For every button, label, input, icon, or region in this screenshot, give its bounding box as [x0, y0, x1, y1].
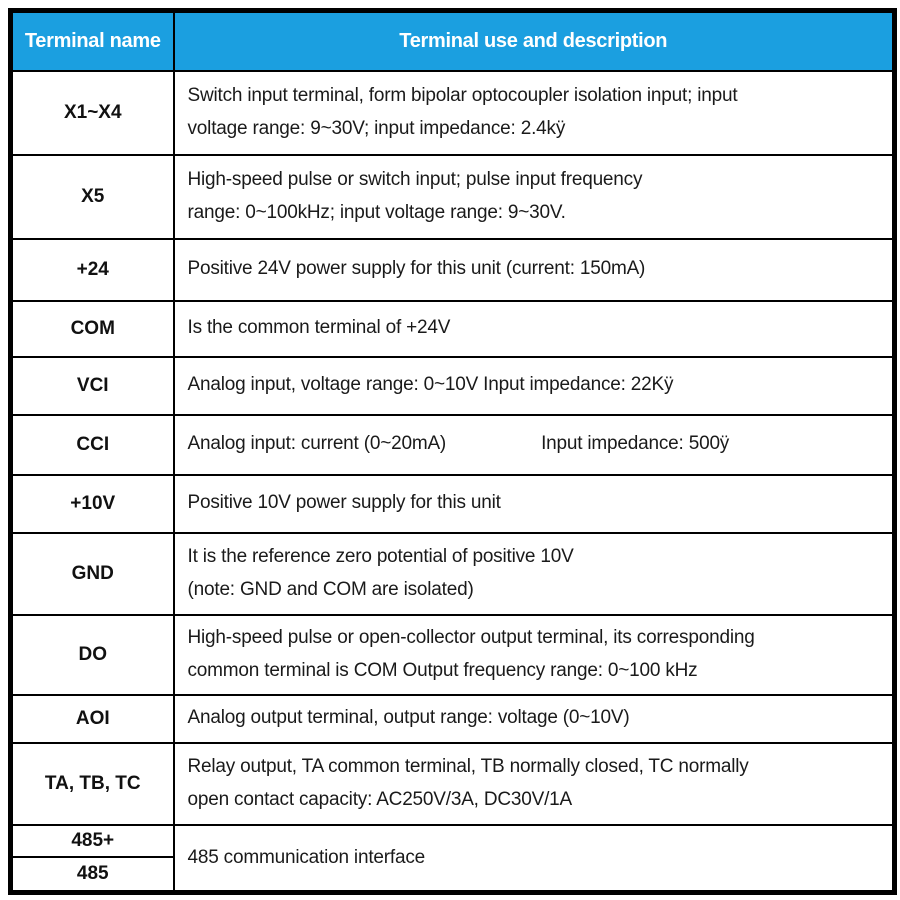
description-cell: Positive 10V power supply for this unit — [172, 473, 896, 534]
table-row-plus24: +24 Positive 24V power supply for this u… — [9, 237, 896, 302]
header-row: Terminal name Terminal use and descripti… — [9, 9, 896, 72]
terminal-name-cell: CCI — [9, 413, 175, 476]
header-terminal-description: Terminal use and description — [172, 9, 896, 72]
description-cell: Relay output, TA common terminal, TB nor… — [172, 741, 896, 826]
terminal-name-cell: X1~X4 — [9, 69, 175, 156]
description-cell: Analog input, voltage range: 0~10V Input… — [172, 355, 896, 416]
description-cell: Is the common terminal of +24V — [172, 299, 896, 358]
header-terminal-name: Terminal name — [9, 9, 175, 72]
terminal-description-table: Terminal name Terminal use and descripti… — [8, 8, 897, 895]
table-row-vci: VCI Analog input, voltage range: 0~10V I… — [9, 355, 896, 416]
description-cell: High-speed pulse or open-collector outpu… — [172, 613, 896, 696]
description-cell: Analog output terminal, output range: vo… — [172, 693, 896, 744]
table-row-com: COM Is the common terminal of +24V — [9, 299, 896, 358]
table-row-485: 485 — [9, 855, 895, 894]
description-cell: Switch input terminal, form bipolar opto… — [172, 69, 896, 156]
terminal-name-cell: VCI — [9, 355, 175, 416]
terminal-name-cell: +24 — [9, 237, 175, 302]
table-row-x5: X5 High-speed pulse or switch input; pul… — [9, 153, 896, 240]
terminal-name-cell: +10V — [9, 473, 175, 534]
terminal-name-cell: 485+ — [9, 823, 175, 858]
terminal-name-cell: 485 — [9, 855, 175, 894]
description-cell: It is the reference zero potential of po… — [172, 531, 896, 616]
description-part-left: Analog input: current (0~20mA) — [187, 433, 447, 455]
table-row-ta-tb-tc: TA, TB, TC Relay output, TA common termi… — [9, 741, 896, 826]
description-cell: Analog input: current (0~20mA) Input imp… — [172, 413, 896, 476]
table-row-do: DO High-speed pulse or open-collector ou… — [9, 613, 896, 696]
terminal-name-cell: DO — [9, 613, 175, 696]
terminal-name-cell: COM — [9, 299, 175, 358]
table-row-aoi: AOI Analog output terminal, output range… — [9, 693, 896, 744]
table-row-plus10v: +10V Positive 10V power supply for this … — [9, 473, 896, 534]
description-part-right: Input impedance: 500ÿ — [541, 433, 730, 455]
table-row-x1-x4: X1~X4 Switch input terminal, form bipola… — [9, 69, 896, 156]
terminal-name-cell: X5 — [9, 153, 175, 240]
description-cell: Positive 24V power supply for this unit … — [172, 237, 896, 302]
table-row-gnd: GND It is the reference zero potential o… — [9, 531, 896, 616]
description-cell-merged: 485 communication interface — [172, 823, 896, 894]
table-row-485plus: 485+ 485 communication interface — [9, 823, 896, 894]
table-row-cci: CCI Analog input: current (0~20mA) Input… — [9, 413, 896, 476]
terminal-name-cell: TA, TB, TC — [9, 741, 175, 826]
description-cell: High-speed pulse or switch input; pulse … — [172, 153, 896, 240]
terminal-name-cell: AOI — [9, 693, 175, 744]
terminal-name-cell: GND — [9, 531, 175, 616]
